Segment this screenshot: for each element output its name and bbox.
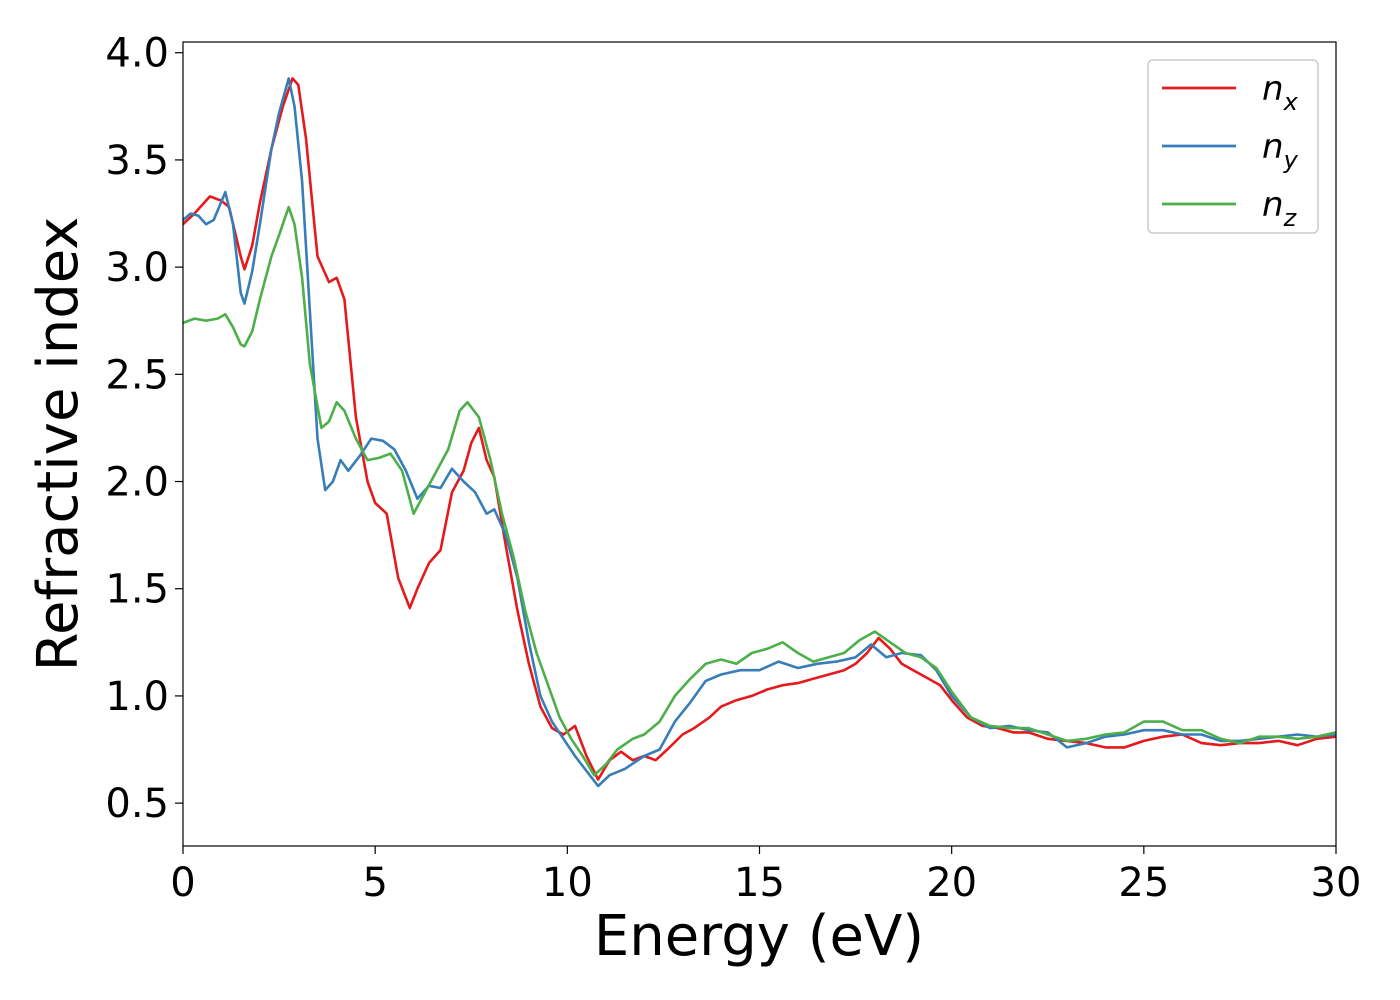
x-tick-label: 20: [926, 860, 977, 906]
series-line-n-x: [183, 77, 1336, 781]
y-tick-label: 2.5: [105, 352, 169, 398]
x-tick-label: 30: [1311, 860, 1362, 906]
plot-area-background: [183, 42, 1336, 846]
y-tick-label: 0.5: [105, 781, 169, 827]
y-axis-ticks: 0.5 1.0 1.5 2.0 2.5 3.0 3.5 4.0: [105, 31, 183, 827]
series-line-n-y: [183, 77, 1336, 788]
legend: nx ny nz: [1147, 59, 1319, 234]
x-tick-label: 5: [362, 860, 387, 906]
x-tick-label: 0: [170, 860, 195, 906]
series-line-n-z: [183, 205, 1336, 777]
legend-label-n-z: nz: [1262, 185, 1298, 232]
y-tick-label: 4.0: [105, 31, 169, 77]
x-tick-label: 25: [1118, 860, 1169, 906]
legend-entries: nx ny nz: [1162, 69, 1299, 232]
y-axis-title: Refractive index: [26, 217, 91, 672]
series-layer: [183, 77, 1336, 788]
x-tick-label: 10: [542, 860, 593, 906]
x-axis-ticks: 0 5 10 15 20 25 30: [170, 846, 1361, 906]
y-tick-label: 3.0: [105, 245, 169, 291]
x-axis-title: Energy (eV): [594, 904, 924, 969]
y-tick-label: 2.0: [105, 460, 169, 506]
x-tick-label: 15: [734, 860, 785, 906]
y-tick-label: 1.5: [105, 567, 169, 613]
legend-label-n-y: ny: [1262, 127, 1299, 174]
legend-label-n-x: nx: [1262, 69, 1299, 116]
y-tick-label: 1.0: [105, 674, 169, 720]
y-tick-label: 3.5: [105, 138, 169, 184]
